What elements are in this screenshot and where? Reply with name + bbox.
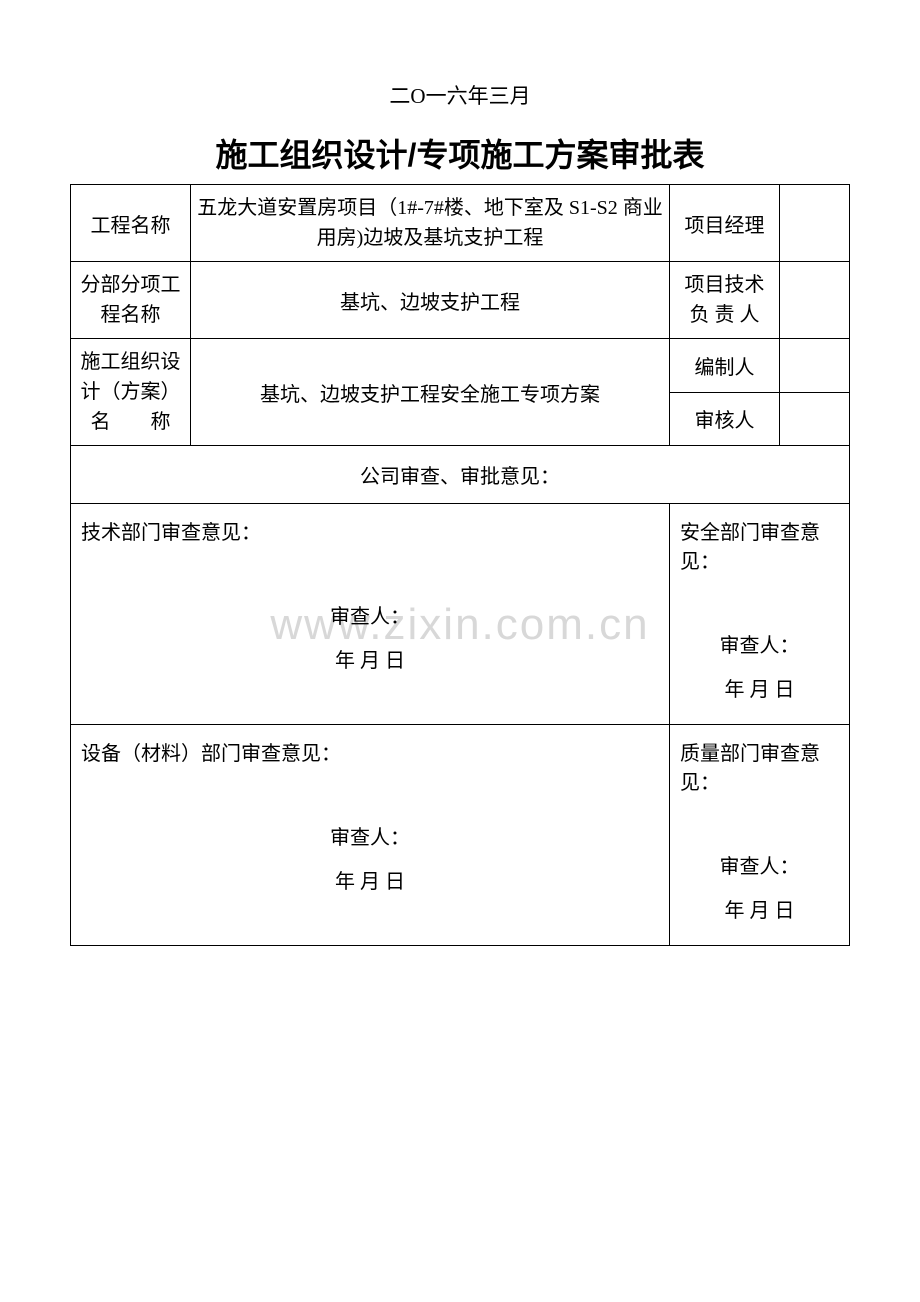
review-tech-signer: 审查人：	[81, 595, 659, 639]
label-plan-name: 施工组织设计（方案）名 称	[71, 339, 191, 446]
table-row: 技术部门审查意见： 审查人： 年 月 日 安全部门审查意见： 审查人： 年 月 …	[71, 504, 850, 725]
table-row: 公司审查、审批意见：	[71, 446, 850, 504]
value-reviewer	[780, 392, 850, 446]
review-equipment: 设备（材料）部门审查意见： 审查人： 年 月 日	[71, 725, 670, 946]
review-safety-title: 安全部门审查意见：	[680, 516, 839, 574]
review-safety: 安全部门审查意见： 审查人： 年 月 日	[670, 504, 850, 725]
review-equipment-signer: 审查人：	[81, 816, 659, 860]
review-safety-date: 年 月 日	[680, 668, 839, 712]
label-reviewer: 审核人	[670, 392, 780, 446]
section-header-company-review: 公司审查、审批意见：	[71, 446, 850, 504]
table-row: 施工组织设计（方案）名 称 基坑、边坡支护工程安全施工专项方案 编制人	[71, 339, 850, 393]
value-plan-name: 基坑、边坡支护工程安全施工专项方案	[191, 339, 670, 446]
table-row: 分部分项工程名称 基坑、边坡支护工程 项目技术负 责 人	[71, 262, 850, 339]
document-content: 二O一六年三月 施工组织设计/专项施工方案审批表 工程名称 五龙大道安置房项目（…	[70, 80, 850, 946]
review-safety-signer: 审查人：	[680, 624, 839, 668]
review-equipment-title: 设备（材料）部门审查意见：	[81, 737, 659, 766]
date-line: 二O一六年三月	[70, 80, 850, 110]
review-quality-date: 年 月 日	[680, 889, 839, 933]
value-tech-leader	[780, 262, 850, 339]
review-quality-signer: 审查人：	[680, 845, 839, 889]
review-quality: 质量部门审查意见： 审查人： 年 月 日	[670, 725, 850, 946]
review-equipment-date: 年 月 日	[81, 860, 659, 904]
page-title: 施工组织设计/专项施工方案审批表	[70, 130, 850, 176]
value-subproject-name: 基坑、边坡支护工程	[191, 262, 670, 339]
label-tech-leader: 项目技术负 责 人	[670, 262, 780, 339]
review-quality-title: 质量部门审查意见：	[680, 737, 839, 795]
review-tech: 技术部门审查意见： 审查人： 年 月 日	[71, 504, 670, 725]
value-project-manager	[780, 185, 850, 262]
value-compiler	[780, 339, 850, 393]
table-row: 设备（材料）部门审查意见： 审查人： 年 月 日 质量部门审查意见： 审查人： …	[71, 725, 850, 946]
value-project-name: 五龙大道安置房项目（1#-7#楼、地下室及 S1-S2 商业用房)边坡及基坑支护…	[191, 185, 670, 262]
label-subproject-name: 分部分项工程名称	[71, 262, 191, 339]
review-tech-title: 技术部门审查意见：	[81, 516, 659, 545]
table-row: 工程名称 五龙大道安置房项目（1#-7#楼、地下室及 S1-S2 商业用房)边坡…	[71, 185, 850, 262]
label-project-manager: 项目经理	[670, 185, 780, 262]
label-compiler: 编制人	[670, 339, 780, 393]
label-project-name: 工程名称	[71, 185, 191, 262]
approval-table: 工程名称 五龙大道安置房项目（1#-7#楼、地下室及 S1-S2 商业用房)边坡…	[70, 184, 850, 946]
review-tech-date: 年 月 日	[81, 639, 659, 683]
